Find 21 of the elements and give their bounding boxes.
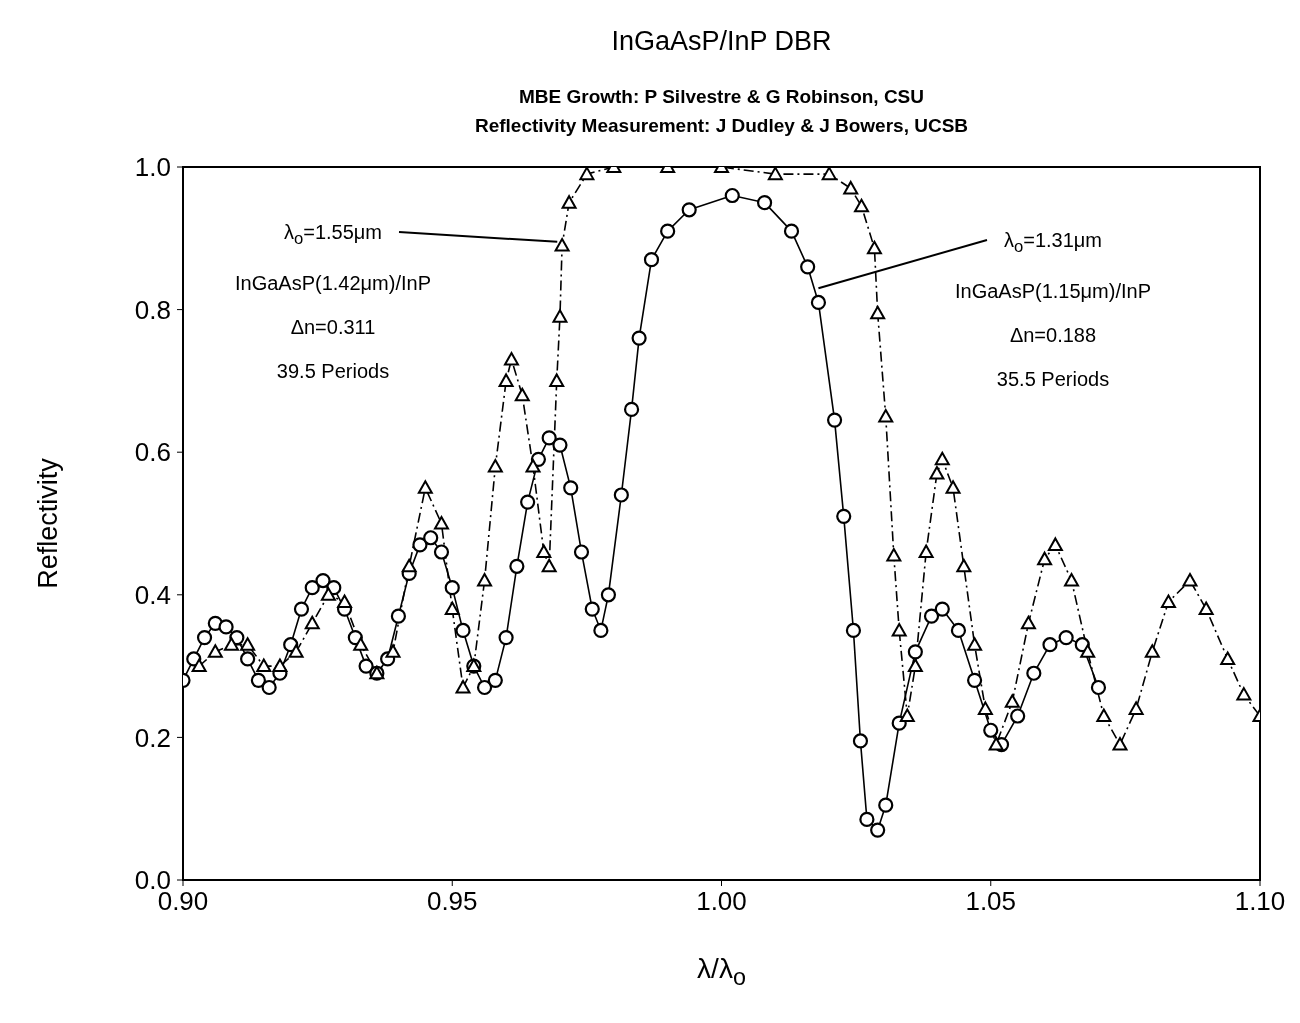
y-tick-label: 1.0: [134, 152, 171, 183]
y-tick-label: 0.2: [134, 722, 171, 753]
x-axis-title: λ/λ$_{o}$: [696, 953, 747, 991]
x-tick-label: 1.10: [1234, 886, 1286, 917]
chart-title: InGaAsP/InP DBR: [610, 26, 833, 57]
y-axis-title: Reflectivity: [32, 456, 64, 591]
annotation: Δn=0.188: [1008, 323, 1098, 348]
x-tick-label: 0.95: [426, 886, 478, 917]
chart-subtitle: MBE Growth: P Silvestre & G Robinson, CSU Reflectivity Measurement: J Dudley & J Bowers, UCSB: [473, 86, 970, 137]
x-tick-label: 1.05: [965, 886, 1017, 917]
annotation: λ$_{o}$=1.55μm: [282, 220, 384, 250]
y-tick-label: 0.8: [134, 294, 171, 325]
x-tick-label: 1.00: [696, 886, 747, 917]
annotation: Δn=0.311: [289, 315, 377, 340]
annotation: InGaAsP(1.42μm)/InP: [233, 271, 432, 296]
annotation: InGaAsP(1.15μm)/InP: [953, 279, 1152, 304]
y-tick-label: 0.4: [134, 580, 171, 611]
y-tick-label: 0.6: [134, 437, 171, 468]
annotation: 39.5 Periods: [275, 359, 391, 384]
annotation: λ$_{o}$=1.31μm: [1002, 228, 1104, 258]
annotation: 35.5 Periods: [995, 367, 1111, 392]
